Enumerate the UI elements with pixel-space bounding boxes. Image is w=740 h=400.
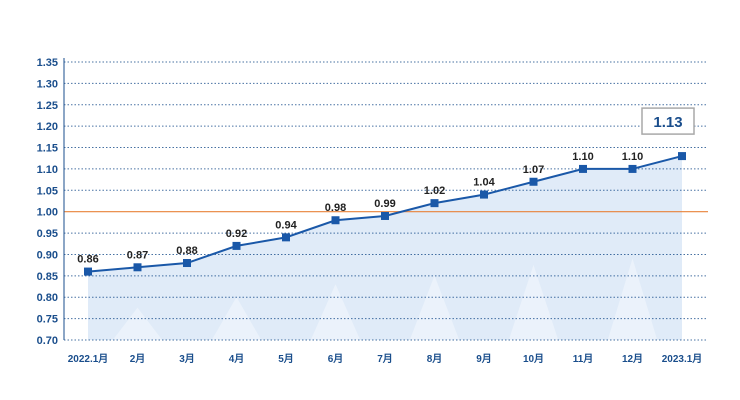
y-tick-label: 0.95 bbox=[37, 228, 58, 240]
x-tick-label: 11月 bbox=[573, 353, 594, 365]
data-point bbox=[133, 263, 142, 272]
y-tick-label: 1.30 bbox=[37, 78, 58, 90]
data-label: 1.10 bbox=[622, 151, 643, 163]
y-tick-label: 1.05 bbox=[37, 185, 58, 197]
data-point bbox=[282, 233, 290, 242]
data-point bbox=[331, 216, 340, 225]
area-facet bbox=[607, 258, 658, 340]
area-facet bbox=[409, 275, 460, 340]
area-facet bbox=[112, 307, 163, 340]
y-tick-label: 1.15 bbox=[37, 143, 58, 155]
data-point bbox=[183, 259, 191, 268]
data-label: 0.98 bbox=[325, 202, 346, 214]
data-label: 0.94 bbox=[275, 219, 297, 231]
y-tick-label: 0.75 bbox=[37, 314, 58, 326]
data-point bbox=[430, 199, 439, 208]
data-point bbox=[628, 164, 637, 173]
y-tick-label: 1.20 bbox=[37, 121, 58, 133]
y-tick-label: 1.00 bbox=[37, 207, 58, 219]
data-label: 0.87 bbox=[127, 249, 148, 261]
data-label: 0.99 bbox=[374, 198, 395, 210]
data-label: 0.86 bbox=[77, 254, 98, 266]
area-facet bbox=[310, 284, 361, 340]
y-tick-label: 0.80 bbox=[37, 292, 58, 304]
x-tick-label: 10月 bbox=[523, 353, 544, 365]
data-point bbox=[84, 267, 92, 276]
x-tick-label: 2月 bbox=[130, 353, 146, 365]
y-tick-label: 0.85 bbox=[37, 271, 58, 283]
data-label: 0.88 bbox=[176, 245, 197, 257]
y-tick-label: 1.25 bbox=[37, 100, 58, 112]
area-facet bbox=[508, 264, 559, 340]
data-label: 1.07 bbox=[523, 164, 544, 176]
data-label: 1.04 bbox=[473, 177, 495, 189]
data-point bbox=[579, 164, 587, 173]
x-tick-label: 2023.1月 bbox=[662, 353, 703, 365]
data-point bbox=[529, 177, 538, 186]
data-label: 1.02 bbox=[424, 185, 445, 197]
x-tick-label: 2022.1月 bbox=[68, 353, 109, 365]
data-point bbox=[381, 211, 389, 220]
data-label: 1.10 bbox=[572, 151, 593, 163]
x-tick-label: 8月 bbox=[427, 353, 443, 365]
data-point bbox=[232, 241, 241, 250]
data-point bbox=[678, 152, 686, 161]
x-tick-label: 12月 bbox=[622, 353, 643, 365]
x-tick-label: 7月 bbox=[377, 353, 393, 365]
y-tick-label: 0.90 bbox=[37, 249, 58, 261]
x-tick-label: 5月 bbox=[278, 353, 294, 365]
highlight-label: 1.13 bbox=[653, 114, 682, 131]
y-tick-label: 0.70 bbox=[37, 335, 58, 347]
highlight-callout bbox=[641, 107, 695, 135]
x-tick-label: 9月 bbox=[476, 353, 492, 365]
x-tick-label: 6月 bbox=[328, 353, 344, 365]
y-tick-label: 1.10 bbox=[37, 164, 58, 176]
y-tick-label: 1.35 bbox=[37, 57, 58, 69]
x-tick-label: 4月 bbox=[229, 353, 245, 365]
data-point bbox=[480, 190, 488, 199]
data-label: 0.92 bbox=[226, 228, 247, 240]
x-tick-label: 3月 bbox=[179, 353, 195, 365]
